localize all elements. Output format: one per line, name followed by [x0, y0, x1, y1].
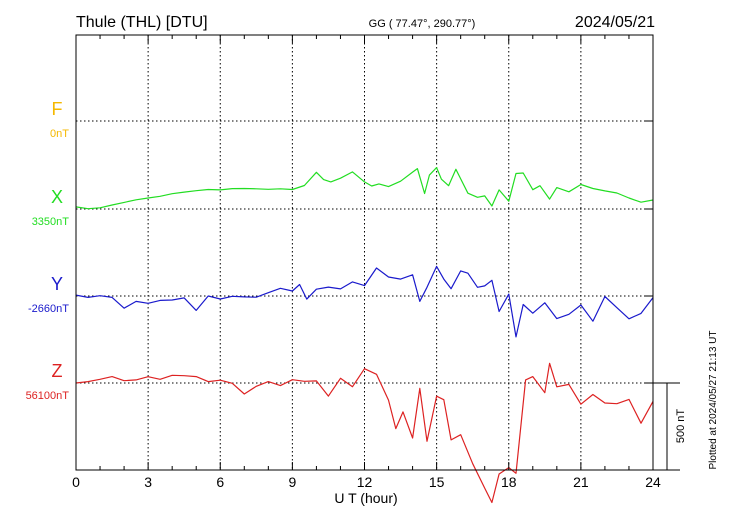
- station-coordinates: GG ( 77.47°, 290.77°): [369, 18, 476, 30]
- grid: [76, 35, 653, 470]
- plot-border: [75, 34, 654, 471]
- scale-bar-label: 500 nT: [675, 409, 687, 444]
- series-y: Y -2660nT: [28, 265, 654, 338]
- series-letter-z: Z: [52, 361, 63, 381]
- scale-bar: [653, 382, 680, 471]
- series-letter-y: Y: [51, 274, 63, 294]
- station-title: Thule (THL) [DTU]: [76, 14, 208, 31]
- x-tick-label: 0: [72, 474, 80, 490]
- x-tick-label: 6: [216, 474, 224, 490]
- series-baseline-label-f: 0nT: [50, 128, 69, 140]
- series-letter-x: X: [51, 187, 63, 207]
- series-baseline-label-z: 56100nT: [26, 390, 70, 402]
- x-tick-label: 12: [357, 474, 373, 490]
- series-baseline-label-y: -2660nT: [28, 303, 69, 315]
- series-line-z: [75, 362, 654, 504]
- x-tick-label: 3: [144, 474, 152, 490]
- x-axis-label: U T (hour): [334, 490, 397, 506]
- series-z: Z 56100nT: [26, 361, 654, 504]
- series-x: X 3350nT: [32, 167, 654, 228]
- x-tick-label: 15: [429, 474, 445, 490]
- x-tick-label: 24: [645, 474, 661, 490]
- x-tick-label: 9: [288, 474, 296, 490]
- series-baseline-label-x: 3350nT: [32, 216, 70, 228]
- x-tick-label: 21: [573, 474, 589, 490]
- series-f: F 0nT: [50, 99, 69, 140]
- plot-frame: [75, 34, 680, 471]
- series-letter-f: F: [52, 99, 63, 119]
- x-axis: 0 3 6 9 12 15 18 21 24: [72, 35, 661, 490]
- x-tick-label: 18: [501, 474, 517, 490]
- date-label: 2024/05/21: [575, 14, 655, 31]
- series-line-y: [75, 265, 654, 338]
- plotted-at-note: Plotted at 2024/05/27 21:13 UT: [708, 331, 719, 470]
- series-layer: F 0nT X 3350nT Y -2660nT Z 56100nT: [26, 99, 654, 504]
- series-line-x: [75, 167, 654, 210]
